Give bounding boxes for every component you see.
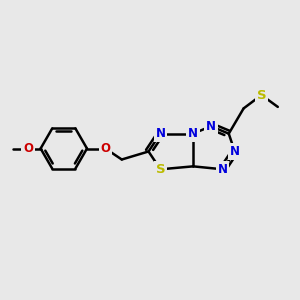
Text: O: O [100, 142, 110, 155]
Text: N: N [188, 127, 198, 140]
Text: N: N [230, 145, 240, 158]
Text: N: N [218, 163, 228, 176]
Text: S: S [256, 88, 266, 101]
Text: S: S [156, 163, 165, 176]
Text: N: N [206, 120, 216, 133]
Text: N: N [155, 127, 165, 140]
Text: O: O [23, 142, 33, 155]
